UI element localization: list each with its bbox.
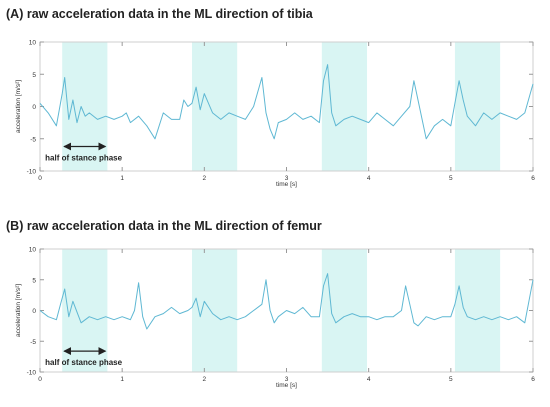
x-tick-label: 3 — [285, 376, 289, 383]
x-axis-label: time [s] — [276, 181, 297, 188]
x-tick-label: 6 — [531, 376, 535, 383]
stance-shade-1 — [62, 42, 108, 171]
x-axis-label: time [s] — [276, 382, 297, 389]
y-axis-label: acceleration [m/s²] — [15, 80, 22, 133]
stance-shade-4 — [454, 42, 501, 171]
y-tick-label: -5 — [30, 339, 36, 346]
y-axis-label: acceleration [m/s²] — [15, 284, 22, 337]
x-tick-label: 1 — [120, 175, 124, 182]
stance-shade-1 — [62, 249, 108, 372]
chart-b-title: (B) raw acceleration data in the ML dire… — [6, 219, 322, 233]
x-tick-label: 3 — [285, 175, 289, 182]
chart-a-title: (A) raw acceleration data in the ML dire… — [6, 7, 313, 21]
stance-phase-annotation: half of stance phase — [45, 358, 122, 367]
x-tick-label: 5 — [449, 376, 453, 383]
acceleration-series-line — [39, 273, 534, 330]
y-tick-label: 5 — [32, 72, 36, 79]
x-tick-label: 0 — [38, 175, 42, 182]
x-tick-label: 4 — [367, 376, 371, 383]
y-tick-label: 0 — [32, 308, 36, 315]
acceleration-series-line — [39, 64, 534, 140]
x-tick-label: 2 — [203, 376, 207, 383]
stance-shade-2 — [192, 42, 238, 171]
stance-phase-annotation: half of stance phase — [45, 153, 122, 162]
stance-shade-3 — [321, 42, 368, 171]
y-tick-label: 10 — [29, 247, 37, 254]
x-tick-label: 2 — [203, 175, 207, 182]
stance-shade-2 — [192, 249, 238, 372]
y-tick-label: 0 — [32, 104, 36, 111]
y-tick-label: -10 — [27, 169, 37, 176]
x-tick-label: 6 — [531, 175, 535, 182]
y-tick-label: -10 — [27, 370, 37, 377]
stance-shade-3 — [321, 249, 368, 372]
x-tick-label: 5 — [449, 175, 453, 182]
y-tick-label: 10 — [29, 40, 37, 47]
y-tick-label: 5 — [32, 277, 36, 284]
y-tick-label: -5 — [30, 136, 36, 143]
x-tick-label: 1 — [120, 376, 124, 383]
stance-shade-4 — [454, 249, 501, 372]
x-tick-label: 4 — [367, 175, 371, 182]
x-tick-label: 0 — [38, 376, 42, 383]
